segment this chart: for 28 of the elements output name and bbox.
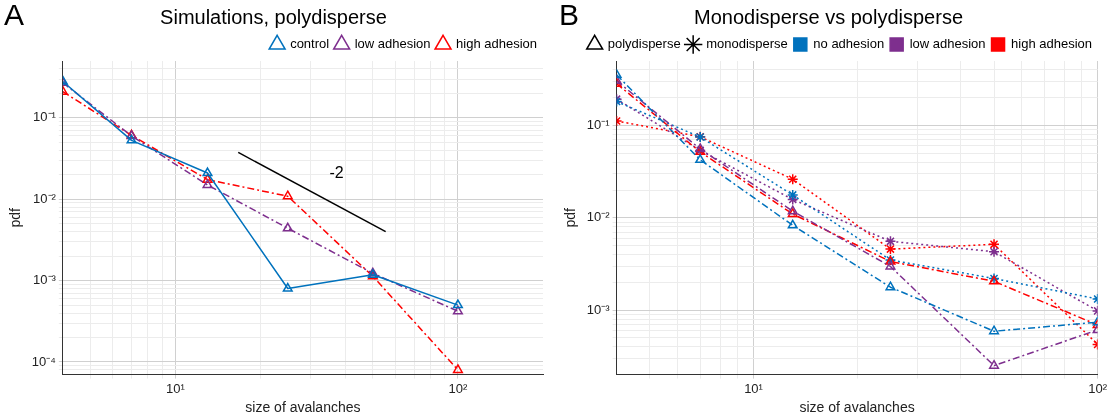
legend-label: high adhesion xyxy=(1011,36,1093,52)
y-tick-label: 10⁻³ xyxy=(586,301,611,317)
x-tick-label: 10² xyxy=(448,380,468,396)
x-axis-title: size of avalanches xyxy=(799,399,915,416)
y-axis-title: pdf xyxy=(7,207,24,228)
legend-label: monodisperse xyxy=(706,36,788,52)
text: A xyxy=(4,0,25,32)
y-tick-label: 10⁻² xyxy=(586,209,611,225)
x-axis-title: size of avalanches xyxy=(245,399,361,416)
legend-label: low adhesion xyxy=(909,36,986,52)
y-axis-title: pdf xyxy=(562,207,579,228)
text: B xyxy=(559,0,580,32)
y-tick-label: 10⁻¹ xyxy=(586,117,611,133)
y-tick-label: 10⁻¹ xyxy=(33,109,57,125)
y-tick-label: 10⁻⁴ xyxy=(31,353,56,369)
legend-label: no adhesion xyxy=(813,36,885,52)
legend-label: high adhesion xyxy=(456,36,538,52)
legend-label: low adhesion xyxy=(354,36,431,52)
x-tick-label: 10¹ xyxy=(165,380,186,396)
legend-label: control xyxy=(290,36,330,52)
legend-label: polydisperse xyxy=(607,36,681,52)
x-tick-label: 10² xyxy=(1088,380,1108,396)
chart-title: Monodisperse vs polydisperse xyxy=(693,5,964,28)
y-tick-label: 10⁻² xyxy=(33,190,57,206)
x-tick-label: 10¹ xyxy=(744,380,764,396)
chart-title: Simulations, polydisperse xyxy=(160,5,387,28)
y-tick-label: 10⁻³ xyxy=(33,272,57,288)
annotation: -2 xyxy=(329,164,344,182)
